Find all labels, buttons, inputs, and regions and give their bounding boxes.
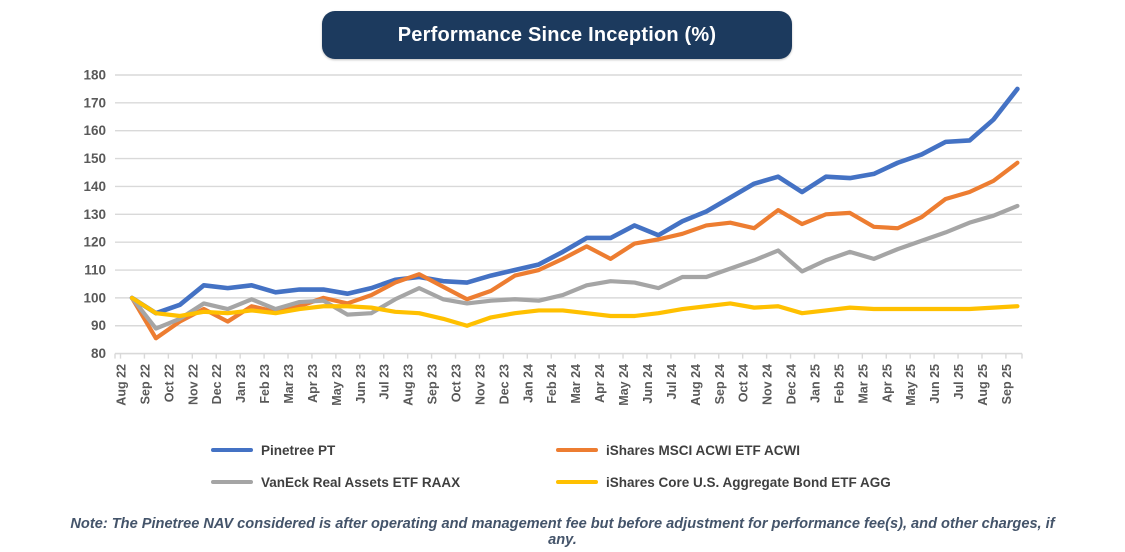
x-axis-label-0: Aug 22 <box>115 364 129 406</box>
x-axis-label-12: Aug 23 <box>402 364 416 406</box>
x-axis-label-29: Jan 25 <box>808 364 822 403</box>
x-axis-label-17: Jan 24 <box>521 364 535 403</box>
x-axis-label-4: Dec 22 <box>210 364 224 404</box>
y-axis-label-140: 140 <box>83 179 106 194</box>
x-axis-label-14: Oct 23 <box>450 364 464 402</box>
legend-item-agg: iShares Core U.S. Aggregate Bond ETF AGG <box>556 472 891 492</box>
x-axis-label-6: Feb 23 <box>258 364 272 404</box>
y-axis-label-150: 150 <box>83 151 106 166</box>
y-axis-label-110: 110 <box>84 263 106 278</box>
y-axis-label-180: 180 <box>83 68 106 83</box>
x-axis-label-24: Aug 24 <box>689 364 703 406</box>
x-axis-label-25: Sep 24 <box>713 364 727 404</box>
legend-item-raax: VanEck Real Assets ETF RAAX <box>211 472 460 492</box>
x-axis-label-19: Mar 24 <box>569 364 583 404</box>
legend-swatch-raax <box>211 480 253 484</box>
legend-item-pinetree: Pinetree PT <box>211 440 335 460</box>
x-axis-label-10: Jun 23 <box>354 364 368 404</box>
x-axis-label-11: Jul 23 <box>378 364 392 399</box>
x-axis-label-26: Oct 24 <box>737 364 751 402</box>
footnote: Note: The Pinetree NAV considered is aft… <box>70 516 1055 548</box>
x-axis-label-7: Mar 23 <box>282 364 296 404</box>
y-axis-label-160: 160 <box>83 123 106 138</box>
series-line-3 <box>129 295 1020 328</box>
x-axis-label-28: Dec 24 <box>785 364 799 404</box>
chart-title-banner: Performance Since Inception (%) <box>322 11 792 59</box>
x-axis-label-8: Apr 23 <box>306 364 320 403</box>
x-axis-label-9: May 23 <box>330 364 344 406</box>
x-axis-label-16: Dec 23 <box>497 364 511 404</box>
x-axis-label-31: Mar 25 <box>856 364 870 404</box>
y-axis-label-120: 120 <box>83 235 106 250</box>
x-axis-label-34: Jun 25 <box>928 364 942 404</box>
x-axis-label-35: Jul 25 <box>952 364 966 399</box>
series-line-2 <box>129 203 1020 331</box>
performance-line-chart: 80 90 100 110 120 130 140 150 160 170 180 Aug 22 Sep… <box>83 68 1023 406</box>
legend-swatch-pinetree <box>211 448 253 452</box>
y-axis-label-90: 90 <box>91 318 106 333</box>
x-axis-label-18: Feb 24 <box>545 364 559 404</box>
y-axis-label-170: 170 <box>83 95 106 110</box>
x-axis-label-21: May 24 <box>617 364 631 406</box>
x-axis-label-32: Apr 25 <box>880 364 894 403</box>
x-axis-label-20: Apr 24 <box>593 364 607 403</box>
x-axis-label-33: May 25 <box>904 364 918 406</box>
legend-swatch-acwi <box>556 448 598 452</box>
x-axis-label-5: Jan 23 <box>234 364 248 403</box>
y-axis-label-100: 100 <box>83 290 106 305</box>
legend-label-agg: iShares Core U.S. Aggregate Bond ETF AGG <box>606 474 891 490</box>
x-axis-label-23: Jul 24 <box>665 364 679 399</box>
x-axis-label-36: Aug 25 <box>976 364 990 406</box>
legend-swatch-agg <box>556 480 598 484</box>
legend-item-acwi: iShares MSCI ACWI ETF ACWI <box>556 440 800 460</box>
legend-label-raax: VanEck Real Assets ETF RAAX <box>261 474 461 490</box>
x-axis-label-37: Sep 25 <box>1000 364 1014 404</box>
x-axis-label-22: Jun 24 <box>641 364 655 404</box>
x-axis-label-2: Oct 22 <box>162 364 176 402</box>
x-axis-label-1: Sep 22 <box>138 364 152 404</box>
y-axis-label-130: 130 <box>83 207 106 222</box>
series-line-0 <box>129 86 1020 316</box>
x-axis-label-13: Sep 23 <box>426 364 440 404</box>
y-axis-label-80: 80 <box>91 346 106 361</box>
x-axis-label-15: Nov 23 <box>473 364 487 405</box>
chart-title-text: Performance Since Inception (%) <box>397 23 717 46</box>
x-axis-label-3: Nov 22 <box>186 364 200 405</box>
legend-label-acwi: iShares MSCI ACWI ETF ACWI <box>606 442 801 458</box>
x-axis-label-30: Feb 25 <box>832 364 846 404</box>
legend-label-pinetree: Pinetree PT <box>261 442 336 458</box>
x-axis-label-27: Nov 24 <box>761 364 775 405</box>
